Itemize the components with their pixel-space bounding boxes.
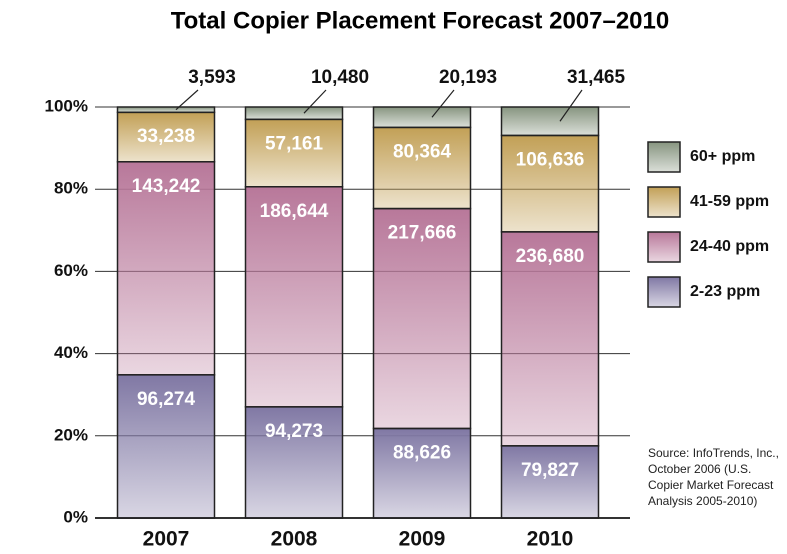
bar-segment [500,106,600,137]
y-tick-label: 40% [54,343,88,362]
y-tick-label: 80% [54,179,88,198]
y-tick-label: 20% [54,425,88,444]
legend-label: 24-40 ppm [690,238,769,255]
data-label: 20,193 [439,67,497,88]
x-tick-label: 2010 [527,528,574,551]
bar-segment [500,445,600,519]
data-label: 88,626 [393,442,451,463]
x-tick-label: 2008 [271,528,318,551]
bar-segment [244,118,344,188]
y-tick-label: 100% [45,96,88,115]
bar-segment [372,106,472,129]
bar-segment [116,111,216,163]
legend-label: 41-59 ppm [690,193,769,210]
data-label: 94,273 [265,421,323,442]
data-label: 106,636 [516,149,585,170]
y-tick-label: 0% [63,507,88,526]
bar-segment [244,106,344,121]
y-tick-label: 60% [54,261,88,280]
data-label: 236,680 [516,246,585,267]
data-label: 96,274 [137,389,196,410]
leader-line [559,89,583,122]
bar-segment [116,106,216,114]
source-note: Copier Market Forecast [648,478,774,492]
data-label: 217,666 [388,223,457,244]
x-tick-label: 2009 [399,528,446,551]
leader-line [175,89,199,111]
bar-segment [116,374,216,519]
bar-segment [244,186,344,408]
source-note: October 2006 (U.S. [648,462,751,476]
legend-label: 2-23 ppm [690,283,760,300]
data-label: 79,827 [521,460,579,481]
bar-segment [500,231,600,447]
source-note: Analysis 2005-2010) [648,494,757,508]
leader-line [303,89,327,114]
bar-segment [244,406,344,519]
legend-swatch [647,276,681,308]
data-label: 57,161 [265,133,324,154]
data-label: 10,480 [311,67,369,88]
chart-title: Total Copier Placement Forecast 2007–201… [171,7,669,34]
data-label: 186,644 [260,201,329,222]
legend-swatch [647,231,681,263]
data-label: 33,238 [137,126,195,147]
data-label: 3,593 [188,67,236,88]
legend-label: 60+ ppm [690,148,755,165]
source-note: Source: InfoTrends, Inc., [648,446,779,460]
data-label: 31,465 [567,67,626,88]
legend-swatch [647,141,681,173]
leader-line [431,89,455,118]
bar-segment [500,134,600,233]
bar-segment [116,161,216,376]
bar-segment [372,207,472,430]
data-label: 143,242 [132,176,201,197]
data-label: 80,364 [393,141,452,162]
bar-segment [372,126,472,210]
legend-swatch [647,186,681,218]
x-tick-label: 2007 [143,528,190,551]
